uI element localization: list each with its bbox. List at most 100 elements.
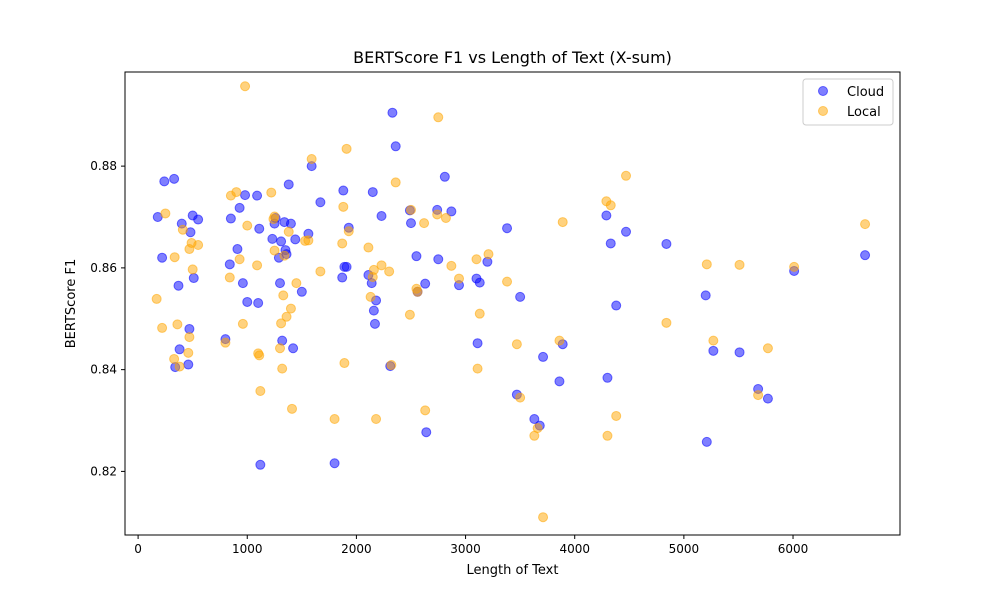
point-local [371, 414, 382, 424]
point-cloud [860, 250, 871, 261]
point-cloud [611, 300, 622, 311]
points-layer [151, 81, 871, 523]
point-cloud [515, 291, 526, 302]
point-cloud [420, 278, 431, 289]
point-local [474, 308, 485, 319]
point-local [734, 259, 745, 270]
point-local [276, 318, 287, 329]
x-axis: 0 1000 2000 3000 4000 5000 6000 [134, 535, 808, 556]
point-local [538, 512, 549, 523]
point-cloud [169, 173, 180, 184]
point-cloud [701, 436, 712, 447]
point-local [160, 208, 171, 219]
point-cloud [275, 278, 285, 289]
point-local [405, 204, 416, 215]
point-local [275, 343, 285, 354]
point-local [337, 238, 348, 249]
point-cloud [183, 359, 194, 370]
point-cloud [369, 318, 380, 329]
point-local [471, 254, 482, 265]
point-local [254, 350, 265, 361]
point-cloud [315, 197, 326, 208]
point-local [557, 217, 568, 228]
point-cloud [439, 171, 450, 182]
point-local [266, 187, 277, 198]
point-local [240, 81, 251, 92]
point-local [605, 200, 616, 211]
point-cloud [474, 277, 485, 288]
legend-label-local: Local [847, 105, 881, 120]
point-local [237, 318, 248, 329]
point-local [376, 260, 387, 271]
point-local [420, 405, 431, 416]
point-local [343, 226, 354, 237]
point-local [252, 260, 263, 271]
point-local [446, 260, 457, 271]
point-cloud [602, 372, 613, 383]
chart-title: BERTScore F1 vs Length of Text (X-sum) [353, 48, 672, 67]
point-local [753, 390, 764, 401]
point-cloud [337, 272, 348, 283]
point-local [339, 358, 350, 369]
point-cloud [285, 218, 296, 229]
point-local [224, 272, 235, 283]
point-local [291, 278, 302, 289]
point-local [281, 311, 292, 322]
point-cloud [296, 286, 307, 297]
point-cloud [601, 210, 612, 221]
point-cloud [254, 223, 265, 234]
x-tick-label: 3000 [450, 542, 481, 556]
point-local [368, 264, 379, 275]
series-local [151, 81, 871, 523]
point-local [341, 143, 352, 154]
point-local [483, 249, 494, 260]
point-cloud [290, 234, 301, 245]
point-local [412, 286, 423, 297]
point-local [611, 410, 622, 421]
point-cloud [288, 343, 299, 354]
series-cloud [152, 107, 871, 470]
point-local [220, 337, 231, 348]
point-cloud [237, 278, 248, 289]
point-local [432, 209, 443, 220]
legend-marker-local [818, 106, 828, 116]
point-local [234, 254, 245, 265]
point-cloud [368, 305, 379, 316]
x-tick-label: 2000 [341, 542, 372, 556]
point-local [169, 252, 180, 263]
point-local [169, 353, 180, 364]
point-local [532, 423, 543, 434]
point-local [789, 261, 800, 272]
point-cloud [421, 427, 432, 438]
legend-marker-cloud [818, 86, 828, 96]
point-cloud [387, 107, 398, 118]
point-cloud [538, 351, 549, 362]
point-cloud [433, 254, 444, 265]
point-local [701, 259, 712, 270]
point-cloud [762, 393, 773, 404]
point-cloud [341, 261, 352, 272]
point-local [365, 291, 376, 302]
point-local [621, 170, 632, 181]
point-local [269, 245, 280, 256]
point-cloud [329, 458, 340, 469]
point-cloud [232, 244, 243, 255]
point-local [278, 290, 289, 301]
y-tick-label: 0.86 [90, 261, 117, 275]
point-local [193, 239, 204, 250]
x-axis-label: Length of Text [467, 563, 559, 578]
point-local [472, 363, 483, 374]
point-local [172, 319, 183, 330]
point-local [303, 235, 314, 246]
point-cloud [661, 238, 672, 249]
point-cloud [225, 213, 236, 224]
x-tick-label: 1000 [232, 542, 263, 556]
point-cloud [734, 347, 745, 358]
point-local [338, 201, 349, 212]
point-local [860, 219, 871, 230]
point-local [269, 211, 280, 222]
x-tick-label: 5000 [669, 542, 700, 556]
point-cloud [529, 414, 540, 424]
point-local [502, 276, 513, 287]
point-cloud [253, 297, 264, 308]
